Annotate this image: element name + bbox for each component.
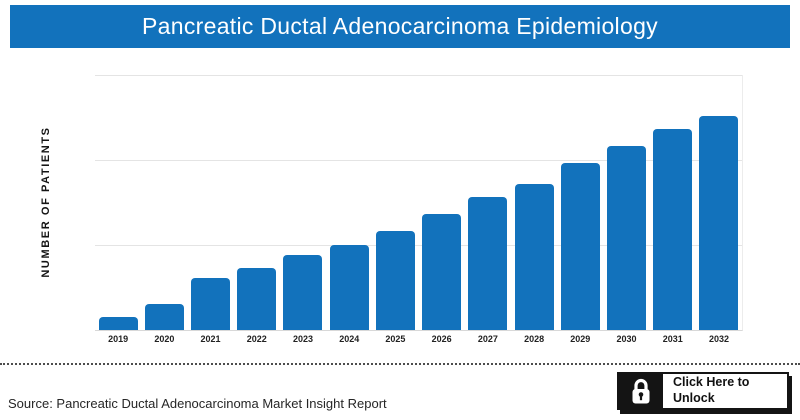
lock-icon <box>632 378 650 403</box>
x-axis-label: 2020 <box>154 334 175 344</box>
bar-2023 <box>283 255 323 330</box>
x-axis-label: 2025 <box>385 334 406 344</box>
bar-2020 <box>144 303 184 330</box>
x-axis-label: 2021 <box>200 334 221 344</box>
bars <box>95 75 742 330</box>
bar-2027 <box>468 197 508 330</box>
unlock-button-label-line1: Click Here to <box>673 375 750 390</box>
x-axis-label: 2032 <box>708 334 729 344</box>
x-axis-label: 2027 <box>477 334 498 344</box>
bar-slot <box>511 75 557 330</box>
bar-2030 <box>607 146 647 330</box>
title-banner: Pancreatic Ductal Adenocarcinoma Epidemi… <box>10 5 790 48</box>
x-axis-label: 2022 <box>246 334 267 344</box>
bar-2028 <box>514 183 554 330</box>
bar-2025 <box>375 231 415 330</box>
bar-slot <box>603 75 649 330</box>
unlock-button-label: Click Here to Unlock <box>663 374 787 408</box>
bar-slot <box>419 75 465 330</box>
gridline <box>95 245 742 246</box>
bar-2022 <box>237 267 277 330</box>
bar-2029 <box>560 163 600 330</box>
unlock-button[interactable]: Click Here to Unlock <box>617 372 789 410</box>
bar-2021 <box>191 278 231 330</box>
x-axis-label: 2031 <box>662 334 683 344</box>
bar-slot <box>372 75 418 330</box>
bar-slot <box>696 75 742 330</box>
x-axis-label: 2024 <box>339 334 360 344</box>
x-axis-label: 2026 <box>431 334 452 344</box>
bar-2024 <box>329 245 369 330</box>
bar-2019 <box>98 317 138 330</box>
gridline <box>95 75 742 76</box>
source-text: Source: Pancreatic Ductal Adenocarcinoma… <box>8 396 387 411</box>
bar-slot <box>187 75 233 330</box>
bar-2026 <box>422 213 462 330</box>
x-axis-label: 2028 <box>524 334 545 344</box>
gridline <box>95 160 742 161</box>
plot-area <box>95 75 743 331</box>
bar-2032 <box>699 115 739 330</box>
bar-slot <box>650 75 696 330</box>
x-axis-label: 2019 <box>108 334 129 344</box>
page-title: Pancreatic Ductal Adenocarcinoma Epidemi… <box>142 13 658 39</box>
bar-slot <box>557 75 603 330</box>
unlock-button-label-line2: Unlock <box>673 391 715 405</box>
x-axis-label: 2029 <box>570 334 591 344</box>
x-axis-label: 2023 <box>292 334 313 344</box>
x-axis-labels: 2019 2020 2021 2022 2023 2024 2025 2026 2027 2028… <box>95 334 742 344</box>
bar-2031 <box>653 128 693 330</box>
bar-slot <box>234 75 280 330</box>
bar-slot <box>280 75 326 330</box>
bar-slot <box>465 75 511 330</box>
dotted-separator <box>0 363 800 365</box>
x-axis-label: 2030 <box>616 334 637 344</box>
lock-icon-box <box>619 374 663 408</box>
bar-slot <box>95 75 141 330</box>
bar-slot <box>326 75 372 330</box>
bar-slot <box>141 75 187 330</box>
y-axis-label: NUMBER OF PATIENTS <box>40 126 52 278</box>
